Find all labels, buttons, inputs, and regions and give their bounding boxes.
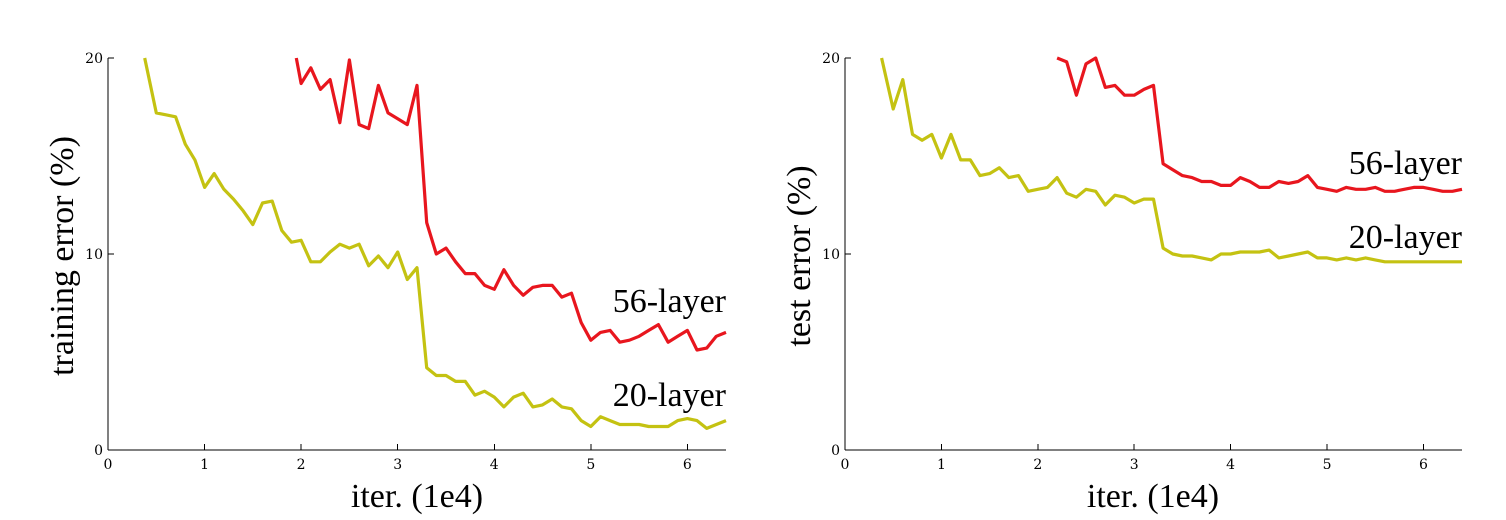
training-error-y-axis-title: training error (%) (44, 136, 81, 376)
test-error-x-tick-label: 2 (1033, 457, 1042, 473)
test-error-56-layer-line (1056, 56, 1463, 193)
test-error-20-layer-line (880, 57, 1462, 264)
training-error-chart: 0 1 2 3 4 5 6 0 10 20 iter. (1e4) training error … (44, 51, 727, 515)
test-error-y-axis-title: test error (%) (781, 165, 818, 346)
test-error-x-tick-label: 1 (937, 457, 946, 473)
test-error-y-tick-label: 0 (831, 443, 840, 459)
test-error-20-layer-label: 20-layer (1349, 219, 1463, 256)
test-error-x-axis-title: iter. (1e4) (1087, 478, 1219, 515)
test-error-y-tick-label: 10 (822, 247, 840, 263)
training-error-x-axis-title: iter. (1e4) (351, 478, 483, 515)
training-error-x-tick-label: 0 (104, 457, 113, 473)
training-error-56-layer-label: 56-layer (613, 283, 727, 320)
training-error-x-tick-label: 3 (393, 457, 402, 473)
training-error-series (143, 57, 727, 430)
training-error-x-tick-label: 1 (200, 457, 209, 473)
test-error-56-layer-label: 56-layer (1349, 145, 1463, 182)
training-error-56-layer-line (294, 57, 727, 352)
test-error-x-tick-label: 0 (841, 457, 850, 473)
test-error-series (880, 56, 1463, 264)
training-error-ticks: 0 1 2 3 4 5 6 0 10 20 (85, 51, 692, 473)
training-error-y-tick-label: 10 (85, 247, 103, 263)
test-error-ticks: 0 1 2 3 4 5 6 0 10 20 (822, 51, 1428, 473)
test-error-y-tick-label: 20 (822, 51, 840, 67)
training-error-x-tick-label: 4 (490, 457, 499, 473)
training-error-x-tick-label: 5 (586, 457, 595, 473)
test-error-x-tick-label: 4 (1226, 457, 1235, 473)
training-error-20-layer-label: 20-layer (613, 377, 727, 414)
training-error-x-tick-label: 2 (297, 457, 306, 473)
training-error-x-tick-label: 6 (683, 457, 692, 473)
training-error-y-tick-label: 20 (85, 51, 103, 67)
test-error-x-tick-label: 3 (1130, 457, 1139, 473)
test-error-x-tick-label: 5 (1323, 457, 1332, 473)
training-error-y-tick-label: 0 (94, 443, 103, 459)
training-error-20-layer-line (143, 57, 727, 430)
test-error-x-tick-label: 6 (1419, 457, 1428, 473)
